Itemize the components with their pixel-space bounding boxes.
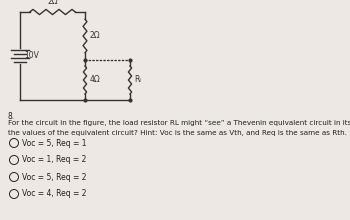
Text: Voc = 4, Req = 2: Voc = 4, Req = 2 <box>22 189 87 198</box>
Text: Voc = 5, Req = 1: Voc = 5, Req = 1 <box>22 139 87 147</box>
Text: 4Ω: 4Ω <box>90 75 100 84</box>
Text: the values of the equivalent circuit? Hint: Voc is the same as Vth, and Req is t: the values of the equivalent circuit? Hi… <box>8 130 347 136</box>
Text: 2Ω: 2Ω <box>47 0 58 6</box>
Text: Voc = 1, Req = 2: Voc = 1, Req = 2 <box>22 156 87 165</box>
Text: 10V: 10V <box>24 51 39 61</box>
Text: Rₗ: Rₗ <box>135 75 141 84</box>
Text: 2Ω: 2Ω <box>90 31 100 40</box>
Text: Voc = 5, Req = 2: Voc = 5, Req = 2 <box>22 172 87 182</box>
Text: 8.: 8. <box>8 112 15 121</box>
Text: For the circuit in the figure, the load resistor RL might “see” a Thevenin equiv: For the circuit in the figure, the load … <box>8 120 350 126</box>
